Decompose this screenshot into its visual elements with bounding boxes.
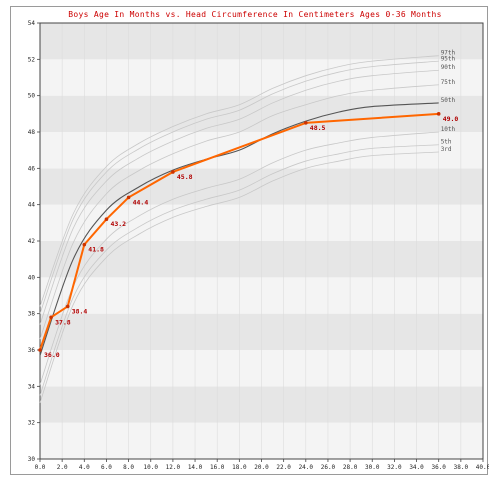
percentile-label-5th: 5th [441, 139, 452, 146]
data-label: 48.5 [310, 124, 326, 132]
x-tick-label: 20.0 [254, 464, 269, 471]
x-tick-label: 34.0 [409, 464, 424, 471]
percentile-label-3rd: 3rd [441, 146, 452, 153]
data-label: 38.4 [72, 307, 88, 315]
data-label: 44.4 [133, 198, 149, 206]
y-tick-label: 42 [28, 238, 36, 245]
percentile-label-90th: 90th [441, 64, 456, 71]
percentile-label-10th: 10th [441, 126, 456, 133]
percentile-label-50th: 50th [441, 97, 456, 104]
y-tick-label: 52 [28, 56, 36, 63]
percentile-label-95th: 95th [441, 56, 456, 63]
y-tick-label: 30 [28, 456, 36, 463]
y-tick-label: 32 [28, 420, 36, 427]
y-tick-label: 38 [28, 311, 36, 318]
x-tick-label: 30.0 [365, 464, 380, 471]
chart-title: Boys Age In Months vs. Head Circumferenc… [68, 10, 442, 19]
percentile-curve-3rd [39, 151, 439, 403]
x-tick-label: 38.0 [454, 464, 469, 471]
y-tick-label: 34 [28, 383, 36, 390]
x-tick-label: 16.0 [210, 464, 225, 471]
y-tick-label: 46 [28, 165, 36, 172]
percentile-curve-97th [39, 55, 439, 307]
x-tick-label: 24.0 [299, 464, 314, 471]
percentile-curve-75th [39, 84, 439, 340]
x-tick-label: 18.0 [232, 464, 247, 471]
x-tick-label: 26.0 [321, 464, 336, 471]
y-tick-label: 54 [28, 20, 36, 27]
data-point[interactable] [38, 348, 42, 352]
data-label: 43.2 [110, 220, 126, 228]
y-tick-label: 40 [28, 274, 36, 281]
data-point[interactable] [304, 121, 308, 125]
data-point[interactable] [126, 195, 131, 200]
data-point[interactable] [171, 170, 175, 174]
percentile-label-97th: 97th [441, 50, 456, 57]
y-tick-label: 48 [28, 129, 36, 136]
data-point[interactable] [65, 304, 70, 309]
x-tick-label: 4.0 [79, 464, 90, 471]
x-tick-label: 22.0 [276, 464, 291, 471]
x-tick-label: 8.0 [123, 464, 134, 471]
data-point[interactable] [49, 315, 53, 320]
x-tick-label: 14.0 [188, 464, 203, 471]
x-tick-label: 36.0 [431, 464, 446, 471]
percentile-label-75th: 75th [441, 79, 456, 86]
x-tick-label: 28.0 [343, 464, 358, 471]
data-label: 45.8 [177, 173, 193, 181]
percentile-curve-5th [39, 144, 439, 396]
percentile-curve-90th [39, 69, 439, 325]
data-label: 49.0 [443, 115, 459, 123]
x-tick-label: 40.0 [476, 464, 489, 471]
data-point[interactable] [436, 112, 441, 116]
x-tick-label: 2.0 [57, 464, 68, 471]
data-label: 37.8 [55, 318, 71, 326]
x-tick-label: 10.0 [144, 464, 159, 471]
x-tick-label: 32.0 [387, 464, 402, 471]
data-label: 36.0 [44, 351, 60, 359]
x-tick-label: 0.0 [35, 464, 46, 471]
data-point[interactable] [82, 242, 87, 247]
percentile-curve-10th [39, 131, 439, 385]
head-circumference-chart: 30 32 34 36 38 40 42 44 46 48 50 52 54 0.0 2.0 4.0 6.0 8.… [28, 10, 489, 471]
y-tick-label: 44 [28, 202, 36, 209]
x-tick-label: 12.0 [166, 464, 181, 471]
data-point[interactable] [104, 217, 109, 221]
y-tick-label: 50 [28, 93, 36, 100]
x-tick-label: 6.0 [101, 464, 112, 471]
data-label: 41.8 [88, 246, 104, 254]
percentile-curve-95th [39, 60, 439, 314]
chart-frame: 30 32 34 36 38 40 42 44 46 48 50 52 54 0.0 2.0 4.0 6.0 8.… [10, 6, 489, 475]
y-tick-label: 36 [28, 347, 36, 354]
